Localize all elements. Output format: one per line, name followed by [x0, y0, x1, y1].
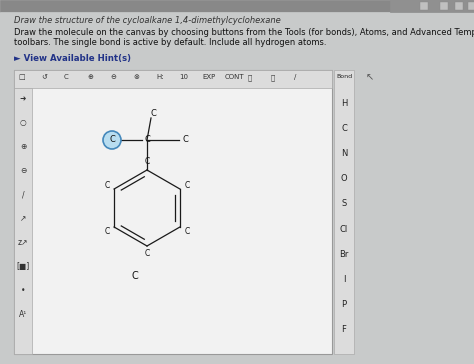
Text: ↗: ↗ [20, 214, 26, 223]
Text: EXP: EXP [202, 74, 215, 80]
Text: ⊖: ⊖ [20, 166, 26, 175]
Text: C: C [109, 135, 115, 145]
Text: ⊖: ⊖ [110, 74, 116, 80]
Bar [0, 12, 474, 112]
Text: C: C [145, 249, 150, 258]
Text: C: C [145, 158, 150, 166]
Circle shape [103, 131, 121, 149]
Text: C: C [341, 124, 347, 133]
Text: C: C [105, 226, 110, 236]
Text: ❓: ❓ [271, 74, 275, 80]
Text: A¹: A¹ [19, 310, 27, 319]
Bar [0, 0, 474, 12]
Text: ► View Available Hint(s): ► View Available Hint(s) [14, 54, 131, 63]
Text: ➜: ➜ [20, 94, 26, 103]
Text: C: C [184, 226, 190, 236]
Text: C: C [64, 74, 69, 80]
Text: C: C [184, 181, 190, 190]
Bar [420, 2, 428, 10]
Text: H:: H: [156, 74, 164, 80]
Bar [14, 70, 332, 88]
Text: ⊗: ⊗ [133, 74, 139, 80]
Text: CONT: CONT [225, 74, 245, 80]
Text: Draw the structure of the cycloalkane 1,4-dimethylcyclohexane: Draw the structure of the cycloalkane 1,… [14, 16, 281, 25]
Text: Draw the molecule on the canvas by choosing buttons from the Tools (for bonds), : Draw the molecule on the canvas by choos… [14, 28, 474, 37]
Bar [440, 2, 448, 10]
Bar [390, 0, 474, 12]
Text: /: / [22, 190, 24, 199]
Text: S: S [341, 199, 346, 209]
Text: •: • [21, 286, 25, 295]
Bar [14, 88, 32, 354]
Bar [455, 2, 463, 10]
Text: P: P [341, 300, 346, 309]
Text: F: F [342, 325, 346, 334]
Text: C: C [150, 108, 156, 118]
Text: ⓘ: ⓘ [248, 74, 252, 80]
Text: ↺: ↺ [41, 74, 47, 80]
Text: Bond: Bond [336, 74, 352, 79]
Text: □: □ [18, 74, 25, 80]
Text: /: / [294, 74, 296, 80]
Text: Br: Br [339, 250, 349, 259]
Text: z↗: z↗ [18, 238, 28, 247]
Text: C: C [144, 135, 150, 145]
Text: ⊕: ⊕ [87, 74, 93, 80]
Text: O: O [341, 174, 347, 183]
Text: Cl: Cl [340, 225, 348, 234]
Text: toolbars. The single bond is active by default. Include all hydrogen atoms.: toolbars. The single bond is active by d… [14, 38, 327, 47]
Text: I: I [343, 275, 345, 284]
Text: N: N [341, 149, 347, 158]
Text: ⊕: ⊕ [20, 142, 26, 151]
Text: [■]: [■] [17, 262, 29, 271]
Bar [468, 2, 474, 10]
Text: C: C [105, 181, 110, 190]
Bar [334, 70, 354, 354]
Text: C: C [132, 271, 138, 281]
Text: C: C [182, 135, 188, 145]
Text: ↖: ↖ [366, 72, 374, 82]
Text: ○: ○ [20, 118, 27, 127]
Bar [14, 70, 332, 354]
Text: 10: 10 [179, 74, 188, 80]
Text: H: H [341, 99, 347, 108]
